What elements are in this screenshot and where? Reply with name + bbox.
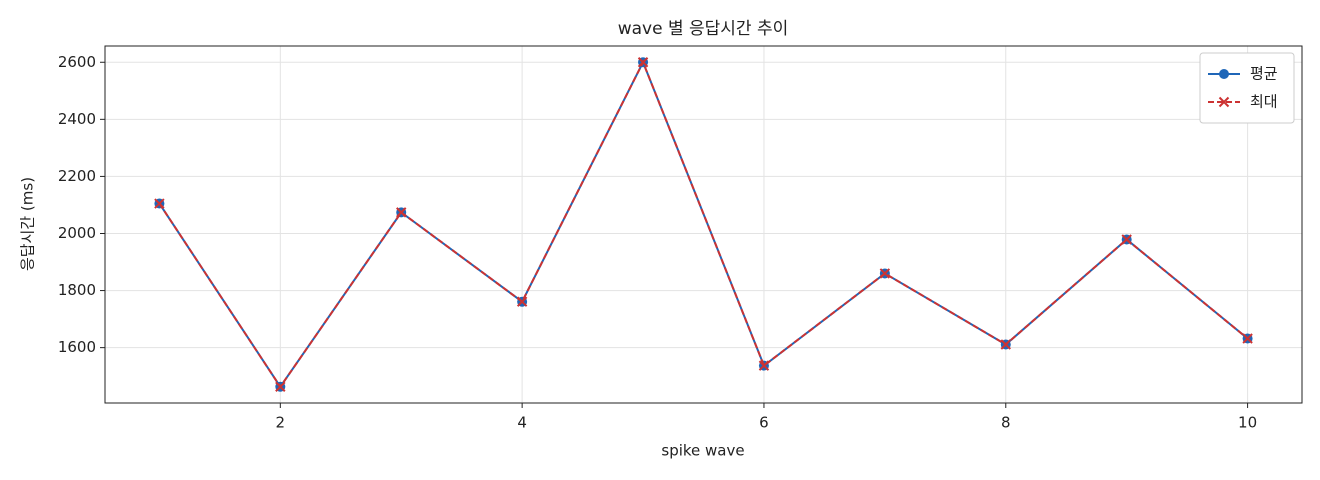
point: [1121, 234, 1132, 245]
x-tick-label: 2: [276, 414, 286, 432]
x-tick-label: 6: [759, 414, 769, 432]
point: [637, 57, 649, 68]
line: [158, 59, 1249, 389]
point: [1242, 333, 1253, 344]
x-tick-label: 10: [1238, 414, 1257, 432]
legend-label: 최대: [1250, 93, 1278, 111]
point: [758, 360, 770, 371]
x-tick-label: 4: [517, 414, 527, 432]
x-axis-label: spike wave: [661, 442, 744, 460]
legend-marker: [1219, 69, 1229, 79]
point: [879, 268, 891, 279]
legend-label: 평균: [1250, 65, 1278, 83]
y-tick-label: 1800: [58, 281, 96, 299]
chart-title: wave 별 응답시간 추이: [618, 19, 789, 39]
point: [396, 207, 407, 218]
point: [154, 198, 165, 209]
plot: [154, 57, 1253, 392]
plot-frame: [104, 45, 1303, 404]
y-tick-label: 2200: [58, 167, 96, 185]
y-tick-label: 2000: [58, 224, 96, 242]
legend-marker: [1218, 96, 1230, 108]
legend-box: [1199, 52, 1295, 124]
y-axis-label: 응답시간 (ms): [19, 177, 37, 271]
grid: [105, 46, 1302, 403]
y-tick-label: 1600: [58, 338, 96, 356]
x-tick-label: 8: [1001, 414, 1011, 432]
point: [1000, 339, 1011, 350]
y-tick-label: 2400: [58, 110, 96, 128]
y-tick-label: 2600: [58, 53, 96, 71]
point: [516, 296, 528, 307]
point: [275, 381, 286, 392]
